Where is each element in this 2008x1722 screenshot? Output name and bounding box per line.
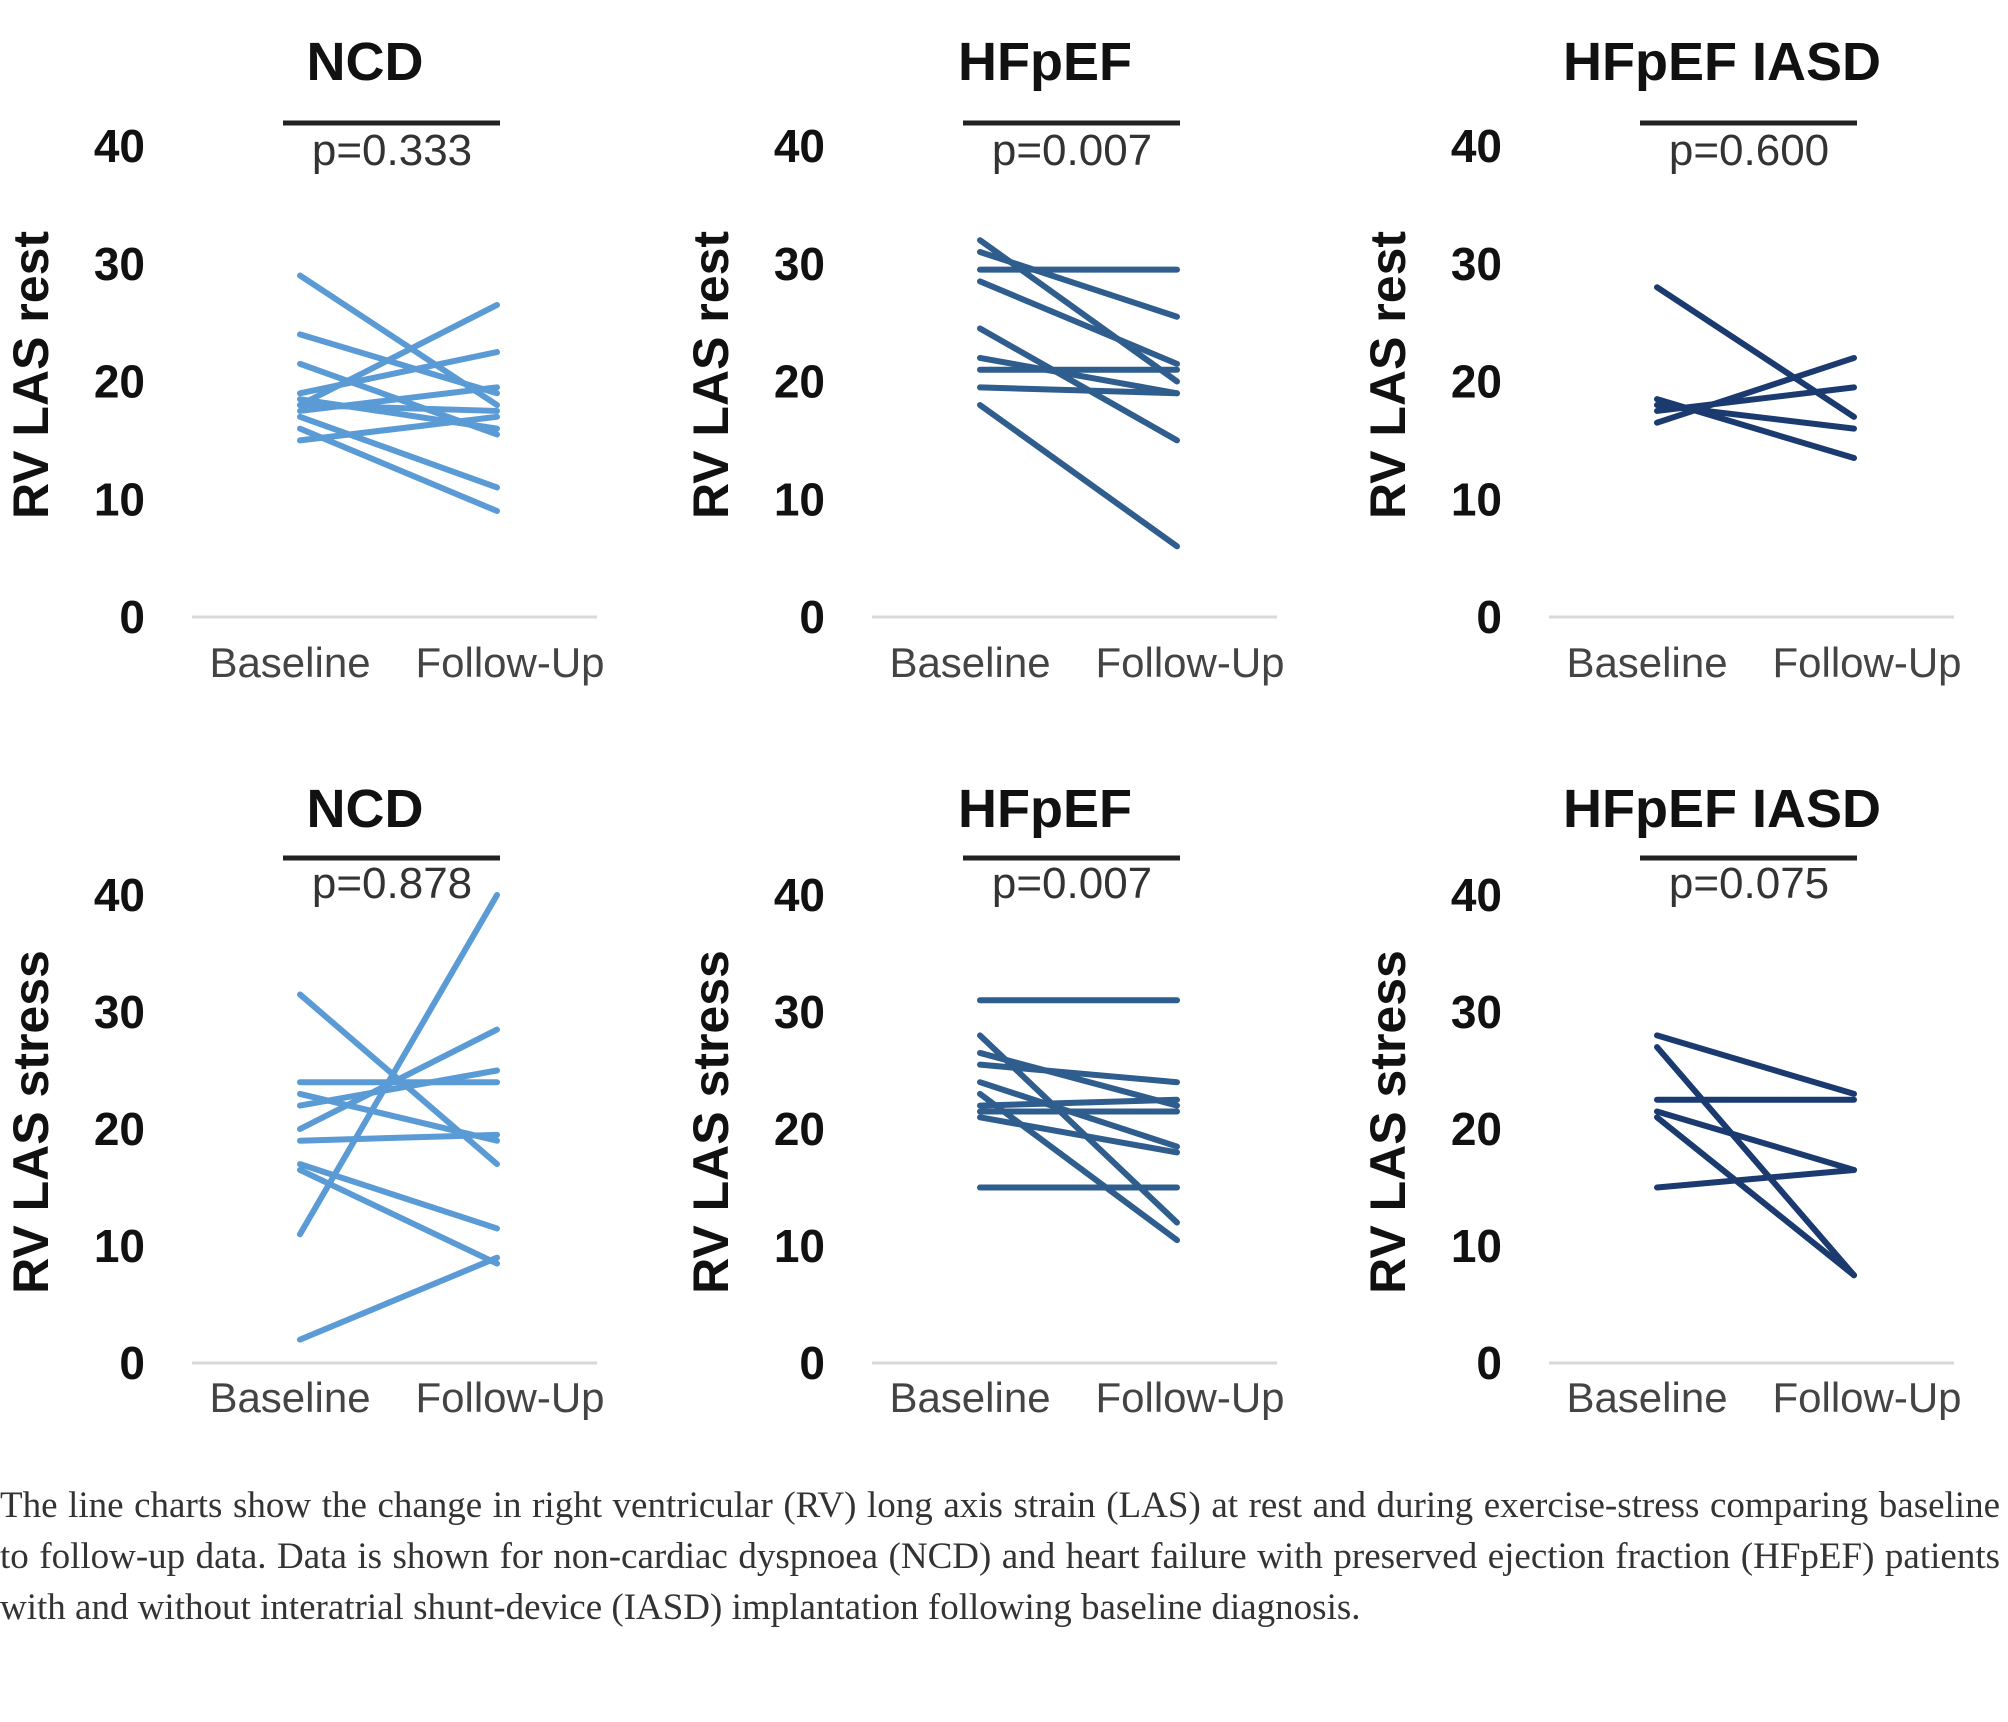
series-line-9 bbox=[297, 413, 500, 491]
panel-title: HFpEF IASD bbox=[1563, 779, 1881, 839]
y-tick-label: 30 bbox=[774, 238, 825, 290]
x-category-label: Follow-Up bbox=[1772, 639, 1961, 686]
series-line-10 bbox=[297, 425, 500, 515]
panel-title: NCD bbox=[307, 779, 424, 839]
series-line-5 bbox=[977, 325, 1180, 444]
y-tick-label: 40 bbox=[94, 869, 145, 921]
y-tick-label: 40 bbox=[1451, 869, 1502, 921]
series-line-3 bbox=[977, 1049, 1180, 1109]
series-line-5 bbox=[1654, 354, 1857, 426]
chart-panel-2: HFpEF p=0.007 0 10 20 30 40 RV LAS rest Baseline… bbox=[683, 32, 1285, 686]
y-tick-label: 10 bbox=[94, 1220, 145, 1272]
series-line-2 bbox=[1654, 1044, 1857, 1279]
series-line-6 bbox=[1654, 1166, 1857, 1191]
y-axis-label: RV LAS stress bbox=[3, 950, 59, 1294]
y-tick-label: 0 bbox=[799, 1337, 825, 1389]
series-line-9 bbox=[977, 1114, 1180, 1156]
x-category-label: Follow-Up bbox=[415, 1374, 604, 1420]
x-category-label: Baseline bbox=[1566, 1374, 1727, 1420]
series-line-1 bbox=[1654, 1032, 1857, 1097]
y-tick-label: 10 bbox=[774, 473, 825, 525]
y-tick-label: 30 bbox=[1451, 238, 1502, 290]
chart-panel-1: NCD p=0.333 0 10 20 30 40 RV LAS rest Baseline Fo… bbox=[3, 32, 605, 686]
x-category-label: Baseline bbox=[889, 639, 1050, 686]
y-tick-label: 10 bbox=[1451, 473, 1502, 525]
x-category-label: Baseline bbox=[1566, 639, 1727, 686]
y-tick-label: 20 bbox=[94, 356, 145, 408]
figure: NCD p=0.333 0 10 20 30 40 RV LAS rest Baseline Fo… bbox=[3, 32, 1962, 1420]
series-line-4 bbox=[977, 278, 1180, 367]
series-line-4 bbox=[297, 1067, 500, 1109]
series-line-9 bbox=[297, 892, 500, 1238]
y-axis-label: RV LAS rest bbox=[3, 231, 59, 519]
figure-caption: The line charts show the change in right… bbox=[0, 1485, 2000, 1628]
x-category-label: Follow-Up bbox=[1772, 1374, 1961, 1420]
series-line-6 bbox=[977, 1090, 1180, 1244]
y-tick-label: 10 bbox=[774, 1220, 825, 1272]
series-line-2 bbox=[297, 331, 500, 397]
y-tick-label: 30 bbox=[1451, 986, 1502, 1038]
panel-title: HFpEF IASD bbox=[1563, 32, 1881, 92]
x-category-label: Baseline bbox=[209, 1374, 370, 1420]
series-line-5 bbox=[297, 1026, 500, 1132]
y-tick-label: 0 bbox=[799, 591, 825, 643]
series-line-4 bbox=[977, 1061, 1180, 1086]
p-value: p=0.878 bbox=[312, 859, 472, 908]
y-tick-label: 20 bbox=[774, 1103, 825, 1155]
y-tick-label: 40 bbox=[774, 869, 825, 921]
panel-title: HFpEF bbox=[958, 779, 1132, 839]
x-category-label: Baseline bbox=[889, 1374, 1050, 1420]
y-tick-label: 20 bbox=[1451, 1103, 1502, 1155]
y-tick-label: 10 bbox=[1451, 1220, 1502, 1272]
series-line-7 bbox=[977, 1096, 1180, 1109]
y-axis-label: RV LAS stress bbox=[1360, 950, 1416, 1294]
series-line-8 bbox=[297, 1166, 500, 1267]
panel-title: NCD bbox=[307, 32, 424, 92]
chart-panel-3: HFpEF IASD p=0.600 0 10 20 30 40 RV LAS rest Bas… bbox=[1360, 32, 1962, 686]
chart-panel-4: NCD p=0.878 0 10 20 30 40 RV LAS stress Baseline… bbox=[3, 779, 605, 1420]
y-tick-label: 0 bbox=[119, 1337, 145, 1389]
series-line-11 bbox=[297, 413, 500, 444]
chart-panel-5: HFpEF p=0.007 0 10 20 30 40 RV LAS stress Baseli… bbox=[683, 779, 1285, 1420]
y-tick-label: 20 bbox=[774, 356, 825, 408]
series-line-8 bbox=[977, 384, 1180, 397]
y-tick-label: 0 bbox=[119, 591, 145, 643]
series-line-6 bbox=[297, 1131, 500, 1144]
y-tick-label: 30 bbox=[94, 238, 145, 290]
series-line-6 bbox=[977, 354, 1180, 397]
y-axis-label: RV LAS stress bbox=[683, 950, 739, 1294]
p-value: p=0.075 bbox=[1669, 859, 1829, 908]
series-line-8 bbox=[297, 384, 500, 414]
y-tick-label: 10 bbox=[94, 473, 145, 525]
y-tick-label: 30 bbox=[94, 986, 145, 1038]
y-tick-label: 40 bbox=[1451, 120, 1502, 172]
y-tick-label: 0 bbox=[1476, 1337, 1502, 1389]
p-value: p=0.333 bbox=[312, 126, 472, 175]
series-line-10 bbox=[297, 1254, 500, 1343]
panel-title: HFpEF bbox=[958, 32, 1132, 92]
y-axis-label: RV LAS rest bbox=[1360, 231, 1416, 519]
series-line-5 bbox=[1654, 1114, 1857, 1279]
x-category-label: Follow-Up bbox=[1095, 1374, 1284, 1420]
y-tick-label: 0 bbox=[1476, 591, 1502, 643]
y-tick-label: 20 bbox=[1451, 356, 1502, 408]
y-tick-label: 20 bbox=[94, 1103, 145, 1155]
y-tick-label: 40 bbox=[774, 120, 825, 172]
series-line-1 bbox=[1654, 284, 1857, 420]
p-value: p=0.007 bbox=[992, 126, 1152, 175]
series-line-4 bbox=[1654, 1108, 1857, 1173]
y-tick-label: 30 bbox=[774, 986, 825, 1038]
p-value: p=0.600 bbox=[1669, 126, 1829, 175]
y-axis-label: RV LAS rest bbox=[683, 231, 739, 519]
series-line-9 bbox=[977, 402, 1180, 550]
p-value: p=0.007 bbox=[992, 859, 1152, 908]
series-line-4 bbox=[1654, 384, 1857, 414]
chart-panel-6: HFpEF IASD p=0.075 0 10 20 30 40 RV LAS stress B… bbox=[1360, 779, 1962, 1420]
y-tick-label: 40 bbox=[94, 120, 145, 172]
x-category-label: Baseline bbox=[209, 639, 370, 686]
x-category-label: Follow-Up bbox=[1095, 639, 1284, 686]
x-category-label: Follow-Up bbox=[415, 639, 604, 686]
series-line-6 bbox=[297, 301, 500, 409]
series-line-2 bbox=[977, 248, 1180, 320]
